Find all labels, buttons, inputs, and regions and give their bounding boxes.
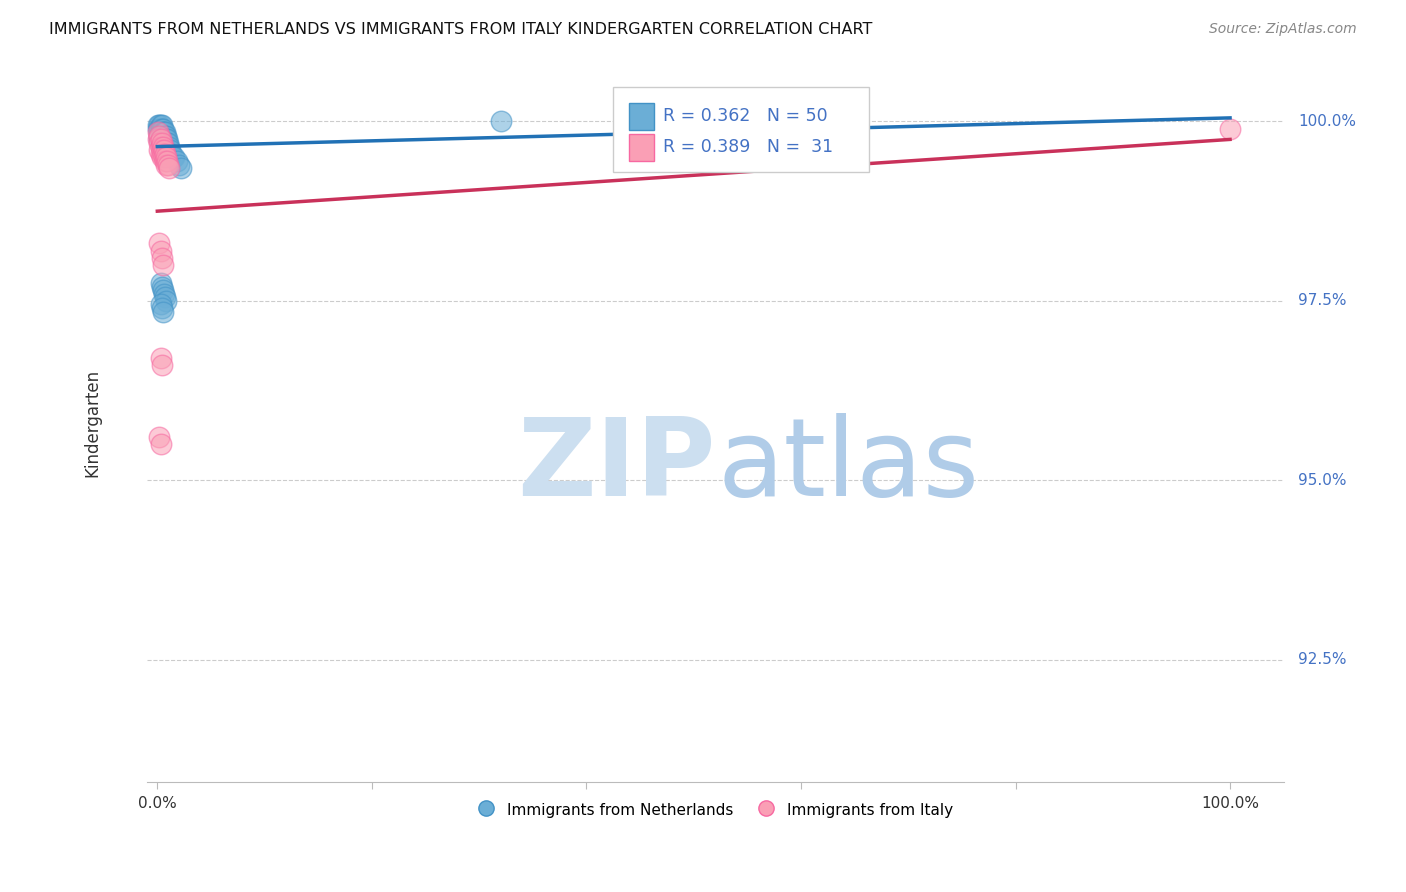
Point (152, 128, 174, 143)
Point (148, 236, 170, 251)
Point (156, 136, 179, 150)
Point (148, 136, 170, 150)
Point (149, 121, 172, 136)
Point (155, 150, 177, 164)
Point (148, 128, 170, 143)
Point (149, 244, 172, 258)
Point (148, 430, 170, 444)
Point (155, 132, 177, 146)
Point (150, 118, 173, 132)
Point (148, 128, 170, 143)
Point (152, 258, 174, 272)
Point (149, 118, 172, 132)
Point (155, 293, 177, 308)
Point (152, 143, 174, 157)
Point (166, 153, 188, 168)
Point (150, 359, 173, 373)
Point (150, 301, 173, 315)
Point (148, 118, 170, 132)
Text: 0.0%: 0.0% (138, 796, 177, 811)
Point (148, 132, 170, 146)
Point (148, 132, 170, 146)
Point (150, 143, 173, 157)
Point (162, 150, 184, 164)
Text: IMMIGRANTS FROM NETHERLANDS VS IMMIGRANTS FROM ITALY KINDERGARTEN CORRELATION CH: IMMIGRANTS FROM NETHERLANDS VS IMMIGRANT… (49, 22, 873, 37)
Point (152, 150, 174, 164)
Point (149, 437, 172, 451)
Point (150, 150, 173, 164)
Point (152, 132, 174, 146)
Point (150, 251, 173, 265)
Point (157, 136, 180, 150)
Point (157, 139, 180, 153)
FancyBboxPatch shape (613, 87, 869, 171)
Text: R = 0.389   N =  31: R = 0.389 N = 31 (662, 138, 832, 156)
Text: Source: ZipAtlas.com: Source: ZipAtlas.com (1209, 22, 1357, 37)
Point (152, 132, 174, 146)
Legend: Immigrants from Netherlands, Immigrants from Italy: Immigrants from Netherlands, Immigrants … (471, 795, 959, 826)
Point (150, 136, 173, 150)
Point (150, 128, 173, 143)
Point (160, 146, 183, 161)
Point (156, 132, 179, 146)
Point (157, 161, 180, 175)
Point (153, 146, 176, 161)
Text: 100.0%: 100.0% (1201, 796, 1258, 811)
Point (149, 297, 172, 311)
FancyBboxPatch shape (628, 103, 654, 130)
Point (153, 125, 176, 139)
FancyBboxPatch shape (628, 134, 654, 161)
Point (152, 304, 174, 318)
Point (150, 121, 173, 136)
Point (148, 118, 170, 132)
Point (148, 121, 170, 136)
Text: 100.0%: 100.0% (1299, 114, 1357, 129)
Point (1219, 121, 1241, 136)
Point (149, 276, 172, 290)
Point (149, 128, 172, 143)
Point (152, 121, 174, 136)
Point (167, 157, 190, 171)
Point (163, 150, 186, 164)
Point (149, 125, 172, 139)
Point (148, 125, 170, 139)
Point (152, 125, 174, 139)
Point (153, 290, 176, 304)
Point (153, 153, 176, 168)
Point (149, 132, 172, 146)
Text: 97.5%: 97.5% (1299, 293, 1347, 309)
Point (149, 139, 172, 153)
Point (148, 143, 170, 157)
Point (148, 125, 170, 139)
Point (170, 161, 193, 175)
Text: 92.5%: 92.5% (1299, 652, 1347, 667)
Point (156, 153, 179, 168)
Point (159, 143, 181, 157)
Point (153, 128, 176, 143)
Point (155, 128, 177, 143)
Point (157, 157, 180, 171)
Text: R = 0.362   N = 50: R = 0.362 N = 50 (662, 107, 828, 126)
Point (152, 139, 174, 153)
Point (150, 125, 173, 139)
Text: ZIP: ZIP (516, 413, 716, 519)
Point (150, 279, 173, 293)
Point (155, 157, 177, 171)
Point (152, 125, 174, 139)
Point (152, 283, 174, 297)
Point (149, 146, 172, 161)
Text: 95.0%: 95.0% (1299, 473, 1347, 488)
Point (152, 128, 174, 143)
Point (152, 286, 174, 301)
Text: atlas: atlas (717, 413, 980, 519)
Point (149, 136, 172, 150)
Point (152, 146, 174, 161)
Point (489, 114, 512, 128)
Point (149, 351, 172, 366)
Point (148, 121, 170, 136)
Point (149, 132, 172, 146)
Point (150, 132, 173, 146)
Text: Kindergarten: Kindergarten (83, 368, 101, 477)
